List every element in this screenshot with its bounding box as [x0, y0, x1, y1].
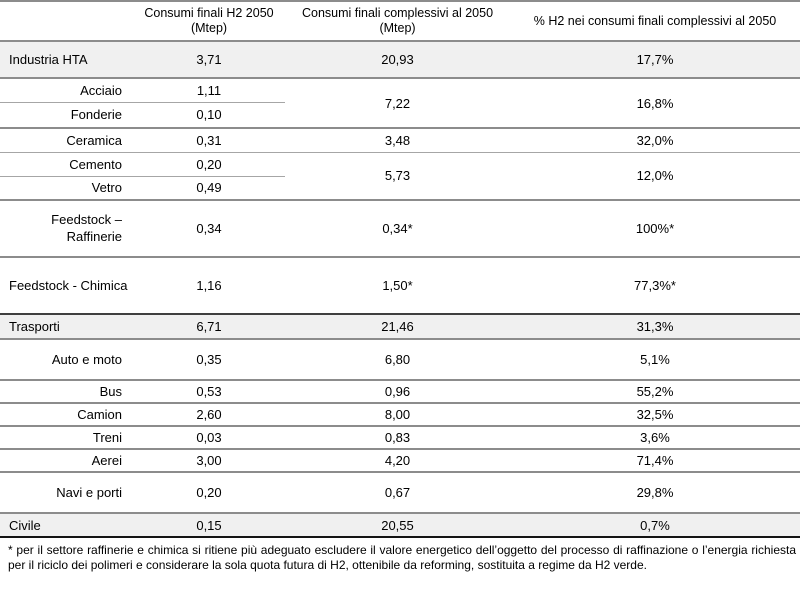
- pct-value: 31,3%: [510, 313, 800, 339]
- row-label: Vetro: [0, 175, 133, 200]
- h2-value: 2,60: [133, 402, 285, 426]
- row-label: Auto e moto: [0, 338, 133, 380]
- header-category: [0, 1, 133, 41]
- table-row-auto-e-moto: Auto e moto 0,35 6,80 5,1%: [0, 338, 800, 380]
- total-value: 0,67: [285, 471, 510, 513]
- pct-value-merged: 12,0%: [510, 151, 800, 200]
- row-label: Cemento: [0, 151, 133, 176]
- pct-value: 32,0%: [510, 127, 800, 152]
- h2-value: 0,49: [133, 175, 285, 200]
- total-value: 21,46: [285, 313, 510, 339]
- total-value: 0,83: [285, 425, 510, 449]
- pct-value: 100%*: [510, 199, 800, 257]
- table-header-row: Consumi finali H2 2050 (Mtep) Consumi fi…: [0, 1, 800, 41]
- total-value-merged: 7,22: [285, 77, 510, 128]
- h2-value: 0,35: [133, 338, 285, 380]
- row-label: Trasporti: [0, 313, 133, 339]
- header-h2-2050: Consumi finali H2 2050 (Mtep): [133, 1, 285, 41]
- table-row-feedstock-raffinerie: Feedstock – Raffinerie 0,34 0,34* 100%*: [0, 199, 800, 257]
- row-label: Fonderie: [0, 101, 133, 128]
- row-label: Acciaio: [0, 77, 133, 102]
- h2-value: 0,34: [133, 199, 285, 257]
- pct-value: 77,3%*: [510, 256, 800, 314]
- row-label: Navi e porti: [0, 471, 133, 513]
- h2-value: 0,15: [133, 512, 285, 538]
- header-total-2050-label: Consumi finali complessivi al 2050: [301, 6, 494, 21]
- footnote: * per il settore raffinerie e chimica si…: [8, 543, 796, 573]
- total-value: 4,20: [285, 448, 510, 472]
- row-label: Civile: [0, 512, 133, 538]
- row-label: Aerei: [0, 448, 133, 472]
- h2-value: 3,00: [133, 448, 285, 472]
- total-value: 6,80: [285, 338, 510, 380]
- header-h2-2050-unit: (Mtep): [190, 21, 228, 35]
- h2-value: 0,10: [133, 101, 285, 128]
- row-label: Feedstock – Raffinerie: [0, 199, 133, 257]
- header-h2-2050-label: Consumi finali H2 2050: [144, 6, 274, 21]
- total-value: 1,50*: [285, 256, 510, 314]
- table-row-vetro: Vetro 0,49: [0, 175, 800, 200]
- pct-value: 0,7%: [510, 512, 800, 538]
- row-label: Treni: [0, 425, 133, 449]
- pct-value: 55,2%: [510, 379, 800, 403]
- h2-value: 0,20: [133, 151, 285, 176]
- total-value: 0,34*: [285, 199, 510, 257]
- total-value: 0,96: [285, 379, 510, 403]
- total-value: 8,00: [285, 402, 510, 426]
- total-value: 20,93: [285, 40, 510, 78]
- row-label: Ceramica: [0, 127, 133, 152]
- table-row-ceramica: Ceramica 0,31 3,48 32,0%: [0, 127, 800, 152]
- h2-value: 1,16: [133, 256, 285, 314]
- table-row-fonderie: Fonderie 0,10: [0, 101, 800, 128]
- pct-value: 5,1%: [510, 338, 800, 380]
- h2-value: 0,31: [133, 127, 285, 152]
- table-row-feedstock-chimica: Feedstock - Chimica 1,16 1,50* 77,3%*: [0, 256, 800, 314]
- table-row-industria-hta: Industria HTA 3,71 20,93 17,7%: [0, 40, 800, 78]
- table-row-bus: Bus 0,53 0,96 55,2%: [0, 379, 800, 403]
- header-total-2050-unit: (Mtep): [379, 21, 416, 35]
- h2-value: 3,71: [133, 40, 285, 78]
- h2-value: 0,20: [133, 471, 285, 513]
- pct-value-merged: 16,8%: [510, 77, 800, 128]
- h2-value: 1,11: [133, 77, 285, 102]
- row-label: Industria HTA: [0, 40, 133, 78]
- row-label: Feedstock - Chimica: [0, 256, 133, 314]
- row-label: Camion: [0, 402, 133, 426]
- h2-value: 6,71: [133, 313, 285, 339]
- h2-value: 0,53: [133, 379, 285, 403]
- table-row-acciaio: Acciaio 1,11 7,22 16,8%: [0, 77, 800, 128]
- pct-value: 32,5%: [510, 402, 800, 426]
- table-row-civile: Civile 0,15 20,55 0,7%: [0, 512, 800, 538]
- total-value: 3,48: [285, 127, 510, 152]
- table-row-cemento: Cemento 0,20 5,73 12,0%: [0, 151, 800, 200]
- table-row-trasporti: Trasporti 6,71 21,46 31,3%: [0, 313, 800, 339]
- pct-value: 17,7%: [510, 40, 800, 78]
- total-value-merged: 5,73: [285, 151, 510, 200]
- h2-value: 0,03: [133, 425, 285, 449]
- table-row-camion: Camion 2,60 8,00 32,5%: [0, 402, 800, 426]
- header-total-2050: Consumi finali complessivi al 2050 (Mtep…: [285, 1, 510, 41]
- table-row-treni: Treni 0,03 0,83 3,6%: [0, 425, 800, 449]
- table-row-navi-e-porti: Navi e porti 0,20 0,67 29,8%: [0, 471, 800, 513]
- header-pct-h2-label: % H2 nei consumi finali complessivi al 2…: [533, 13, 777, 28]
- row-label: Bus: [0, 379, 133, 403]
- table-row-aerei: Aerei 3,00 4,20 71,4%: [0, 448, 800, 472]
- pct-value: 71,4%: [510, 448, 800, 472]
- pct-value: 3,6%: [510, 425, 800, 449]
- h2-consumption-table: Consumi finali H2 2050 (Mtep) Consumi fi…: [0, 0, 800, 538]
- total-value: 20,55: [285, 512, 510, 538]
- pct-value: 29,8%: [510, 471, 800, 513]
- header-pct-h2: % H2 nei consumi finali complessivi al 2…: [510, 1, 800, 41]
